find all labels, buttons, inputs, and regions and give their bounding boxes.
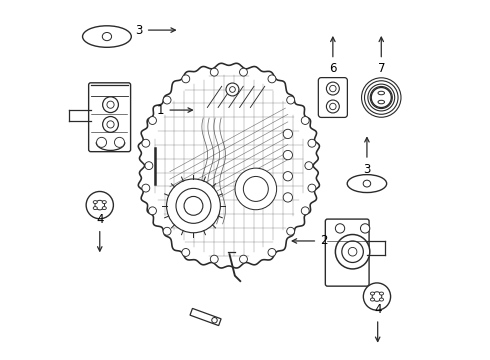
FancyBboxPatch shape <box>325 219 369 286</box>
Ellipse shape <box>82 26 131 47</box>
Circle shape <box>167 179 220 233</box>
Circle shape <box>210 68 218 76</box>
Circle shape <box>330 103 336 110</box>
Text: 7: 7 <box>377 37 385 75</box>
Circle shape <box>283 193 293 202</box>
Circle shape <box>283 150 293 160</box>
FancyBboxPatch shape <box>318 78 347 117</box>
Polygon shape <box>190 309 221 325</box>
Circle shape <box>115 137 124 147</box>
Circle shape <box>268 75 276 83</box>
Circle shape <box>163 227 171 235</box>
Circle shape <box>102 97 119 113</box>
Circle shape <box>371 87 392 108</box>
Ellipse shape <box>363 180 370 187</box>
Circle shape <box>142 139 150 147</box>
Circle shape <box>330 85 336 92</box>
Circle shape <box>365 81 398 114</box>
Circle shape <box>287 227 294 235</box>
Ellipse shape <box>370 298 374 301</box>
Ellipse shape <box>102 32 112 41</box>
Circle shape <box>102 117 119 132</box>
Circle shape <box>335 234 370 269</box>
Circle shape <box>301 117 309 125</box>
Circle shape <box>240 68 247 76</box>
Circle shape <box>210 255 218 263</box>
Circle shape <box>163 96 171 104</box>
Circle shape <box>305 162 313 170</box>
Circle shape <box>86 192 113 219</box>
Circle shape <box>362 78 401 117</box>
Text: 4: 4 <box>96 213 103 251</box>
Ellipse shape <box>378 100 385 104</box>
Circle shape <box>176 188 211 223</box>
Circle shape <box>283 129 293 139</box>
Circle shape <box>142 184 150 192</box>
Circle shape <box>97 137 107 147</box>
Circle shape <box>268 248 276 256</box>
Circle shape <box>230 87 235 93</box>
Text: 2: 2 <box>292 234 328 247</box>
Circle shape <box>182 75 190 83</box>
Text: 5: 5 <box>0 359 1 360</box>
Circle shape <box>335 224 344 233</box>
Ellipse shape <box>379 292 384 295</box>
Ellipse shape <box>370 292 374 295</box>
Circle shape <box>308 139 316 147</box>
Circle shape <box>95 200 104 210</box>
Circle shape <box>148 117 156 125</box>
Circle shape <box>301 207 309 215</box>
Ellipse shape <box>102 207 106 210</box>
Ellipse shape <box>379 298 384 301</box>
Ellipse shape <box>102 201 106 204</box>
Circle shape <box>226 83 239 96</box>
Ellipse shape <box>93 201 98 204</box>
Circle shape <box>348 247 357 256</box>
Text: 6: 6 <box>329 37 337 75</box>
Circle shape <box>370 86 392 109</box>
Text: 4: 4 <box>374 303 381 342</box>
Circle shape <box>326 82 339 95</box>
Circle shape <box>368 84 394 111</box>
Circle shape <box>212 318 217 323</box>
Circle shape <box>235 168 277 210</box>
Circle shape <box>182 248 190 256</box>
Circle shape <box>372 292 382 301</box>
Circle shape <box>148 207 156 215</box>
Circle shape <box>283 172 293 181</box>
Circle shape <box>107 121 114 128</box>
Circle shape <box>184 197 203 215</box>
Circle shape <box>287 96 294 104</box>
Circle shape <box>342 241 364 262</box>
Circle shape <box>361 224 370 233</box>
Circle shape <box>107 101 114 108</box>
Text: 1: 1 <box>157 104 193 117</box>
Ellipse shape <box>347 175 387 193</box>
Circle shape <box>326 100 339 113</box>
Circle shape <box>364 283 391 310</box>
Circle shape <box>308 184 316 192</box>
Circle shape <box>145 162 153 170</box>
Ellipse shape <box>93 207 98 210</box>
Circle shape <box>244 176 269 201</box>
Text: 3: 3 <box>363 138 370 176</box>
Ellipse shape <box>378 91 385 95</box>
Text: 3: 3 <box>136 24 175 37</box>
FancyBboxPatch shape <box>89 83 131 152</box>
Circle shape <box>240 255 247 263</box>
